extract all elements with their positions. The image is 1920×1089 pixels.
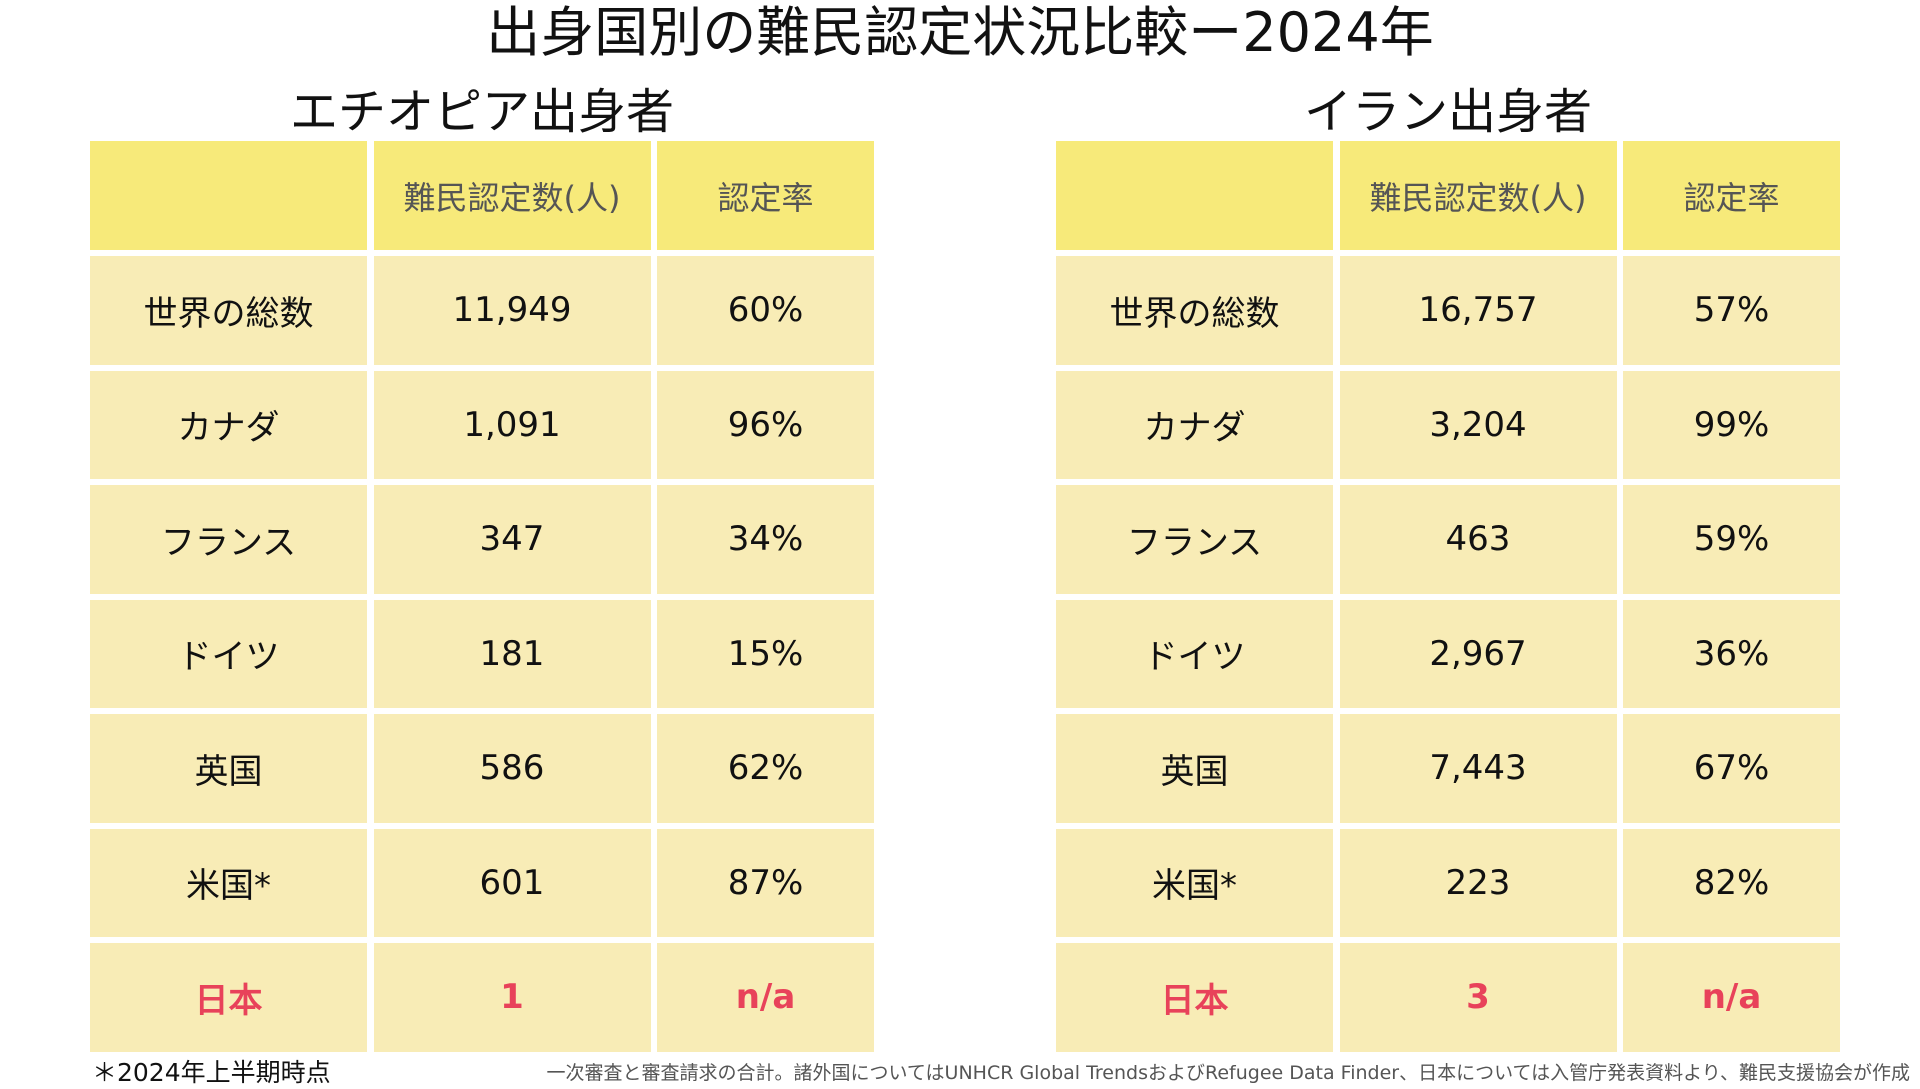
rate-cell: 82% [1623,828,1840,937]
count-cell: 223 [1339,828,1617,937]
count-cell: 7,443 [1339,714,1617,823]
table-subtitle: イラン出身者 [1303,84,1592,140]
rate-cell: 87% [657,828,874,937]
country-cell: フランス [90,485,367,594]
count-cell: 16,757 [1339,256,1617,365]
rate-cell: 99% [1623,370,1840,479]
rate-cell: 36% [1623,599,1840,708]
rate-cell: 67% [1623,714,1840,823]
header-empty-cell [1056,141,1333,250]
country-cell: フランス [1056,485,1333,594]
country-cell: 米国* [1056,828,1333,937]
country-cell: ドイツ [1056,599,1333,708]
footnote: ＊2024年上半期時点 [92,1058,331,1087]
country-cell: ドイツ [90,599,367,708]
page-title: 出身国別の難民認定状況比較ー2024年 [486,1,1434,64]
rate-cell: 57% [1623,256,1840,365]
count-cell: 3 [1339,943,1617,1052]
country-cell: 英国 [1056,714,1333,823]
country-cell: 世界の総数 [1056,256,1333,365]
header-empty-cell [90,141,367,250]
rate-cell: 60% [657,256,874,365]
count-cell: 1 [373,943,651,1052]
country-cell: 米国* [90,828,367,937]
source-note: 一次審査と審査請求の合計。諸外国についてはUNHCR Global Trends… [546,1062,1910,1084]
count-cell: 2,967 [1339,599,1617,708]
header-count: 難民認定数(人) [373,141,651,250]
rate-cell: 34% [657,485,874,594]
comparison-table: 難民認定数(人) 認定率世界の総数 11,949 60% カナダ 1,091 96% フランス… [90,141,874,1052]
header-rate: 認定率 [657,141,874,250]
rate-cell: n/a [657,943,874,1052]
country-cell: カナダ [1056,370,1333,479]
rate-cell: 62% [657,714,874,823]
count-cell: 1,091 [373,370,651,479]
rate-cell: n/a [1623,943,1840,1052]
country-cell: 英国 [90,714,367,823]
count-cell: 11,949 [373,256,651,365]
count-cell: 181 [373,599,651,708]
count-cell: 3,204 [1339,370,1617,479]
table-subtitle: エチオピア出身者 [289,84,674,140]
country-cell: カナダ [90,370,367,479]
count-cell: 347 [373,485,651,594]
count-cell: 463 [1339,485,1617,594]
rate-cell: 59% [1623,485,1840,594]
country-cell: 日本 [1056,943,1333,1052]
header-count: 難民認定数(人) [1339,141,1617,250]
country-cell: 日本 [90,943,367,1052]
rate-cell: 15% [657,599,874,708]
count-cell: 586 [373,714,651,823]
country-cell: 世界の総数 [90,256,367,365]
count-cell: 601 [373,828,651,937]
header-rate: 認定率 [1623,141,1840,250]
comparison-table: 難民認定数(人) 認定率世界の総数 16,757 57% カナダ 3,204 99% フランス… [1056,141,1840,1052]
rate-cell: 96% [657,370,874,479]
